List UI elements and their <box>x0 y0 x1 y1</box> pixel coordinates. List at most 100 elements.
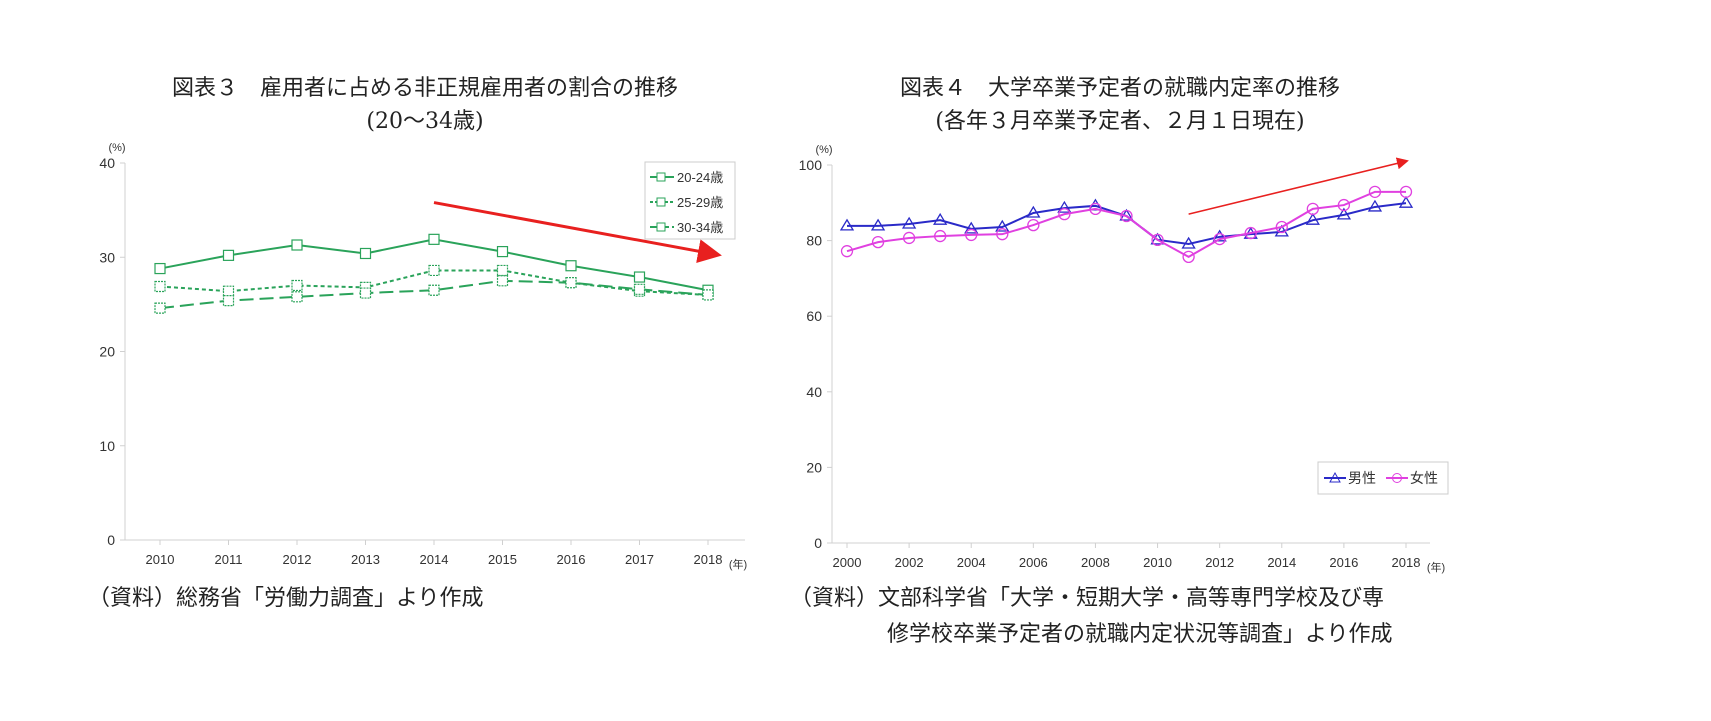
chart2-point <box>996 228 1009 241</box>
chart1-point <box>565 260 577 272</box>
chart1-point <box>291 279 303 292</box>
chart1-x-tick-label: 2016 <box>557 552 586 567</box>
chart1-x-tick-label: 2014 <box>420 552 449 567</box>
chart2-x-tick-label: 2010 <box>1143 555 1172 570</box>
chart2-y-tick-label: 100 <box>799 157 823 173</box>
chart2-legend-label: 女性 <box>1410 470 1438 486</box>
chart2-point <box>965 228 978 242</box>
chart1-y-tick-label: 0 <box>107 532 115 548</box>
chart2-y-tick-label: 0 <box>814 535 822 551</box>
chart1-series-line-30-34歳 <box>159 279 709 310</box>
chart1-point <box>496 245 509 258</box>
chart2-point <box>840 245 854 258</box>
chart1-point <box>154 262 166 275</box>
chart2-point <box>1057 200 1072 213</box>
chart1-point <box>222 285 235 297</box>
chart2-y-tick-label: 40 <box>806 384 822 400</box>
chart1-trend-arrow <box>433 201 722 263</box>
chart2-x-tick-label: 2012 <box>1205 555 1234 570</box>
chart2-legend-marker <box>1329 471 1341 483</box>
chart2-x-tick-label: 2006 <box>1019 555 1048 570</box>
chart2-trend-arrow <box>1188 157 1409 215</box>
chart2-point <box>870 218 886 231</box>
chart1-point <box>154 280 166 293</box>
chart2-point <box>1337 198 1351 212</box>
chart2-point <box>1398 195 1414 208</box>
chart1-title: 図表３ 雇用者に占める非正規雇用者の割合の推移 <box>171 76 678 101</box>
chart2-point <box>1213 232 1226 246</box>
chart1-x-tick-label: 2012 <box>283 552 312 567</box>
chart2-y-tick-label: 60 <box>806 308 822 324</box>
chart2-point <box>1027 218 1040 232</box>
chart1-x-tick-label: 2011 <box>215 552 243 567</box>
chart2-legend-label: 男性 <box>1348 470 1376 486</box>
chart2-point <box>1368 185 1382 198</box>
chart1-point <box>222 295 235 307</box>
chart1-y-tick-label: 30 <box>99 249 115 265</box>
chart2-series-line-女性 <box>846 190 1406 258</box>
chart2-point <box>933 212 948 225</box>
chart2-point <box>964 221 979 234</box>
chart1-point <box>496 275 509 287</box>
chart2-y-unit: (%) <box>815 144 832 156</box>
chart2-point <box>1120 209 1133 223</box>
chart1-point <box>291 291 303 303</box>
chart2-x-tick-label: 2018 <box>1392 555 1421 570</box>
chart1-point <box>222 249 235 261</box>
chart2-point <box>1182 250 1195 264</box>
chart1-point <box>154 302 166 314</box>
chart2-point <box>1367 199 1383 212</box>
chart1-legend-label: 30-34歳 <box>677 220 723 235</box>
chart1-point <box>428 233 440 245</box>
chart2-point <box>1306 202 1319 215</box>
chart2-point <box>1336 207 1352 220</box>
chart1-y-tick-label: 10 <box>99 438 115 454</box>
chart1-point <box>565 277 577 289</box>
chart2-x-tick-label: 2004 <box>957 555 986 570</box>
chart2-point <box>1399 185 1413 198</box>
chart2-point <box>934 229 947 243</box>
chart2-point <box>1026 205 1041 218</box>
chart1-point <box>359 247 372 260</box>
chart2-legend-marker <box>1392 473 1402 483</box>
chart2-x-tick-label: 2014 <box>1267 555 1296 570</box>
chart1-x-tick-label: 2018 <box>694 552 723 567</box>
chart1-point <box>633 271 646 283</box>
chart2-point <box>1275 220 1288 234</box>
chart1-source: （資料）総務省「労働力調査」より作成 <box>88 586 484 611</box>
chart1-x-tick-label: 2010 <box>146 552 175 567</box>
chart2-y-tick-label: 80 <box>806 233 822 249</box>
chart1-point <box>633 283 646 295</box>
chart1-legend-label: 20-24歳 <box>677 170 723 185</box>
chart2-y-tick-label: 20 <box>806 459 822 475</box>
chart1-legend-label: 25-29歳 <box>677 195 723 210</box>
chart2-point <box>839 218 855 231</box>
chart2-point <box>871 235 885 249</box>
chart1-subtitle: (20～34歳) <box>366 109 484 134</box>
chart2-point <box>1151 233 1164 246</box>
chart1-series-line-20-24歳 <box>159 238 709 292</box>
chart1-point <box>428 284 440 296</box>
chart2-x-tick-label: 2002 <box>895 555 924 570</box>
chart2-point <box>1150 232 1165 245</box>
chart2-point <box>995 219 1010 232</box>
chart2-x-tick-label: 2008 <box>1081 555 1110 570</box>
chart2-point <box>1212 229 1227 242</box>
chart2-x-tick-label: 2000 <box>833 555 862 570</box>
chart1-legend-marker <box>656 172 666 182</box>
chart1-point <box>702 289 714 301</box>
chart2-point <box>1244 226 1257 240</box>
chart2-point <box>1305 212 1320 225</box>
chart2-x-tick-label: 2016 <box>1329 555 1358 570</box>
chart2-x-unit: (年) <box>1427 560 1445 574</box>
chart1-x-tick-label: 2015 <box>488 552 517 567</box>
chart2-title: 図表４ 大学卒業予定者の就職内定率の推移 <box>899 76 1340 101</box>
chart1-point <box>359 287 372 299</box>
chart2-point <box>902 231 916 245</box>
chart1-legend-marker <box>656 197 666 207</box>
chart1-y-unit: (%) <box>108 142 125 154</box>
chart1-point <box>291 239 303 251</box>
chart2-point <box>901 216 917 229</box>
